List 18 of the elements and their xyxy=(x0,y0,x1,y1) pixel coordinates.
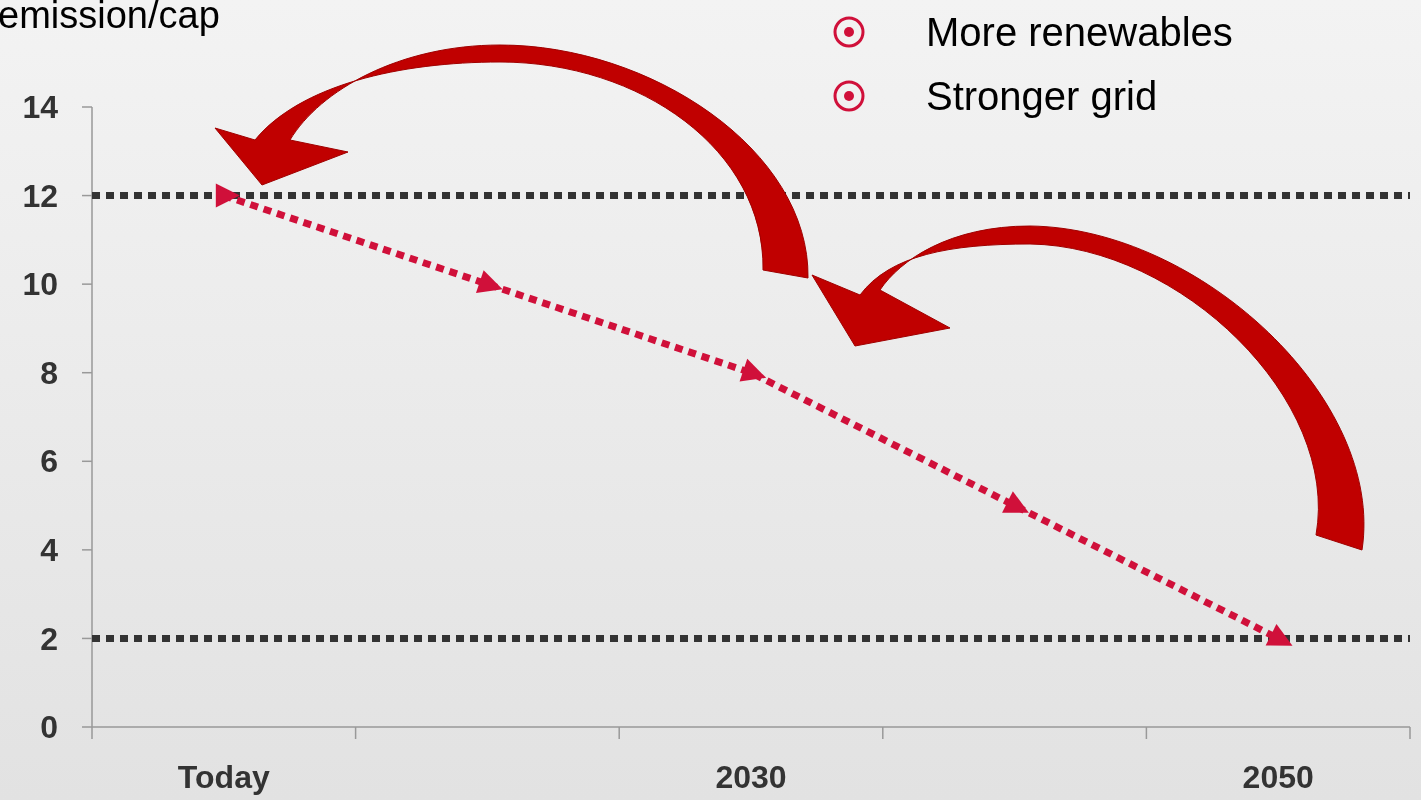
point xyxy=(1002,491,1029,513)
x-tick-label: Today xyxy=(177,759,270,795)
x-tick-label: 2030 xyxy=(715,759,787,795)
y-axis-title: emission/cap xyxy=(0,0,220,36)
annotation: Stronger grid xyxy=(926,74,1158,118)
y-tick-label: 12 xyxy=(22,177,58,214)
point xyxy=(1265,624,1293,646)
point xyxy=(739,358,767,382)
y-tick-label: 10 xyxy=(22,266,58,303)
y-tick-label: 8 xyxy=(40,354,58,391)
y-tick-label: 4 xyxy=(40,532,59,569)
point xyxy=(475,270,503,293)
y-tick-label: 6 xyxy=(40,443,58,480)
y-tick-label: 0 xyxy=(40,709,58,746)
y-tick-label: 2 xyxy=(40,620,58,657)
text: More renewables xyxy=(926,10,1233,54)
y-tick-label: 14 xyxy=(22,89,59,126)
x-tick-label: 2050 xyxy=(1242,759,1314,795)
